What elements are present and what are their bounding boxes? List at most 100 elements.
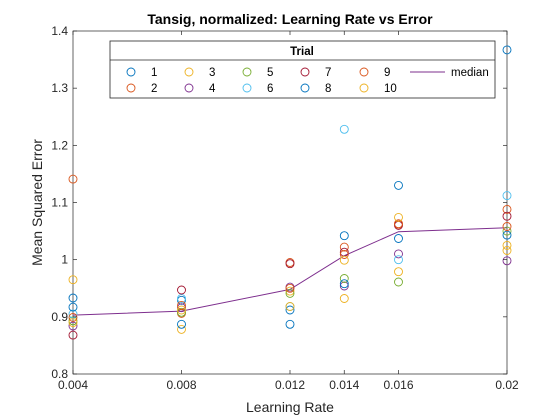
data-point <box>68 312 78 322</box>
series-trial-4 <box>68 249 512 331</box>
legend: Trial 1 2 3 4 5 6 7 8 9 10 median <box>109 40 496 99</box>
legend-marker-trial-6 <box>242 83 252 93</box>
data-point <box>339 274 349 283</box>
y-axis-label: Mean Squared Error <box>29 139 45 266</box>
legend-marker-trial-1 <box>126 67 136 77</box>
legend-label-trial-2: 2 <box>151 83 157 95</box>
data-point <box>177 307 186 317</box>
data-point <box>339 250 349 259</box>
ticks-layer: 0.004 0.008 0.012 0.014 0.016 0.02 0.8 0.9 1 1.1 1… <box>51 24 519 392</box>
data-point <box>502 211 512 221</box>
data-point <box>68 309 78 319</box>
legend-label-trial-1: 1 <box>151 67 157 79</box>
series-trial-9 <box>68 219 512 322</box>
data-point <box>394 249 403 259</box>
x-tick-label: 0.012 <box>275 378 305 392</box>
legend-marker-trial-10 <box>359 83 369 93</box>
legend-label-trial-10: 10 <box>384 83 397 95</box>
legend-label-trial-4: 4 <box>209 83 216 95</box>
data-point <box>339 281 349 291</box>
legend-label-trial-9: 9 <box>384 67 390 79</box>
data-point <box>339 255 349 265</box>
data-point <box>339 242 349 252</box>
y-tick-label: 0.8 <box>51 367 68 381</box>
data-point <box>339 279 349 289</box>
data-point <box>394 180 403 190</box>
legend-marker-trial-5 <box>242 67 252 77</box>
legend-label-trial-7: 7 <box>325 67 331 79</box>
data-point <box>502 204 512 214</box>
data-point <box>177 303 186 313</box>
data-point <box>339 124 349 134</box>
y-tick-label: 1 <box>61 253 68 267</box>
data-point <box>394 212 403 222</box>
data-point <box>285 259 295 269</box>
data-point <box>177 300 186 310</box>
x-tick-label: 0.016 <box>383 378 413 392</box>
data-point <box>177 285 186 295</box>
data-point <box>68 293 78 303</box>
y-tick-label: 1.4 <box>51 24 68 38</box>
data-point <box>285 319 295 329</box>
points-layer <box>68 45 512 340</box>
legend-label-trial-8: 8 <box>325 83 331 95</box>
series-trial-8 <box>68 230 512 329</box>
x-tick-label: 0.02 <box>495 378 519 392</box>
data-point <box>68 174 78 184</box>
y-tick-label: 1.1 <box>51 196 68 210</box>
legend-marker-trial-2 <box>126 83 136 93</box>
series-trial-3 <box>68 240 512 334</box>
data-point <box>285 305 295 315</box>
data-point <box>394 267 403 277</box>
data-point <box>177 324 186 334</box>
legend-title: Trial <box>290 46 314 58</box>
data-point <box>502 230 512 240</box>
data-point <box>285 302 295 311</box>
data-point <box>502 226 512 236</box>
x-tick-label: 0.004 <box>58 378 88 392</box>
median-line <box>72 227 508 316</box>
legend-label-trial-5: 5 <box>267 67 273 79</box>
series-trial-10 <box>68 212 512 328</box>
data-point <box>68 318 78 328</box>
legend-marker-trial-3 <box>184 67 194 77</box>
data-point <box>177 294 186 303</box>
data-point <box>68 302 78 312</box>
legend-marker-trial-8 <box>300 83 310 93</box>
legend-marker-trial-4 <box>184 83 194 93</box>
data-point <box>394 255 403 265</box>
data-point <box>502 191 512 201</box>
data-point <box>177 319 186 329</box>
data-point <box>394 234 403 243</box>
data-point <box>502 246 512 255</box>
y-tick-label: 1.2 <box>51 138 68 152</box>
data-point <box>502 256 512 266</box>
x-tick-label: 0.008 <box>166 378 196 392</box>
data-point <box>394 219 403 229</box>
y-tick-label: 1.3 <box>51 81 68 95</box>
data-point <box>285 288 295 298</box>
data-point <box>502 222 512 231</box>
legend-label-trial-6: 6 <box>267 83 273 95</box>
legend-marker-trial-9 <box>359 67 369 77</box>
chart-title: Tansig, normalized: Learning Rate vs Err… <box>147 11 433 27</box>
y-tick-label: 0.9 <box>51 310 68 324</box>
legend-marker-trial-7 <box>300 67 310 77</box>
data-point <box>502 240 512 250</box>
data-point <box>177 305 186 315</box>
data-point <box>68 275 78 285</box>
series-trial-7 <box>68 211 512 340</box>
legend-label-median: median <box>451 67 489 79</box>
data-point <box>285 286 295 296</box>
data-point <box>285 283 295 293</box>
x-tick-label: 0.014 <box>329 378 359 392</box>
data-point <box>339 294 349 303</box>
legend-box <box>109 40 496 99</box>
median-layer <box>72 227 508 316</box>
data-point <box>339 231 349 241</box>
legend-label-trial-3: 3 <box>209 67 215 79</box>
data-point <box>68 330 78 340</box>
data-point <box>68 321 78 331</box>
data-point <box>394 277 403 287</box>
